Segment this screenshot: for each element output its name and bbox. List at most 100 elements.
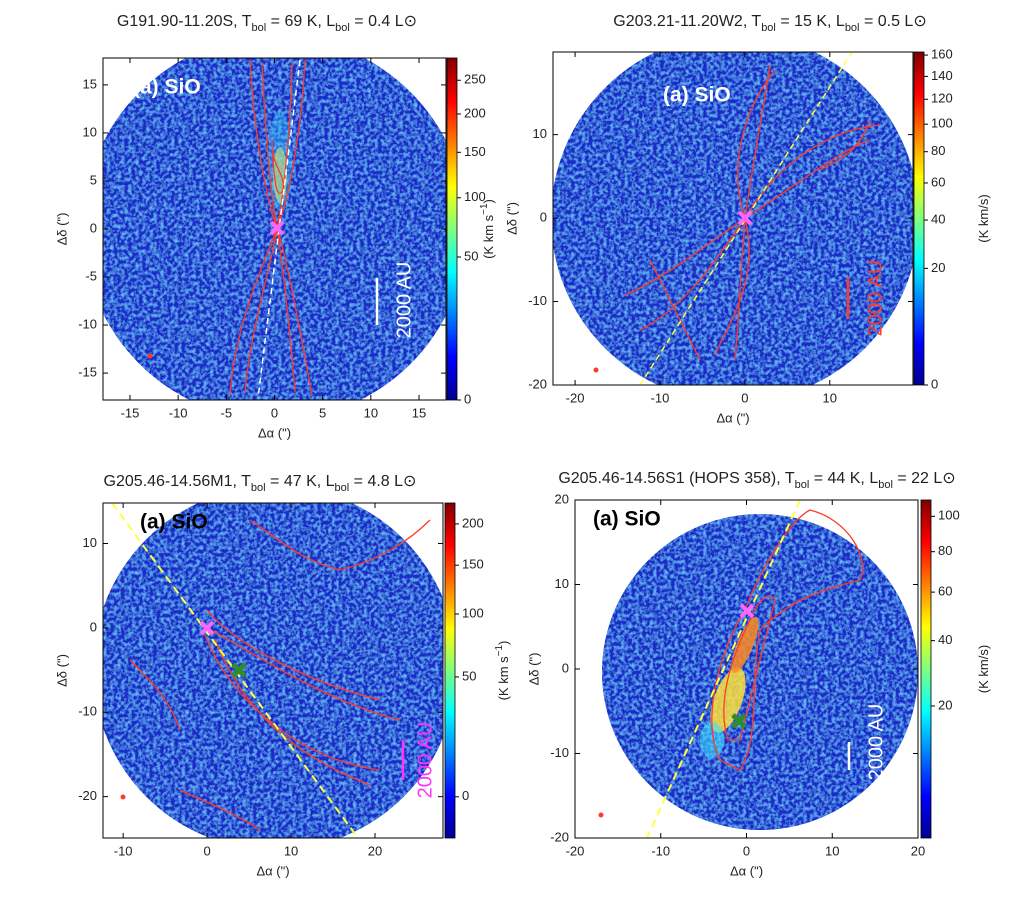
y-axis-label: Δδ (") (526, 653, 541, 686)
scale-bar-label: 2000 AU (393, 262, 415, 339)
colorbar-tick-label: 200 (464, 105, 486, 120)
title-part: G205.46-14.56M1, T (104, 473, 252, 490)
title-part: bol (251, 482, 266, 494)
colorbar-tick-label: 150 (462, 557, 484, 572)
x-tick-label: 5 (319, 405, 326, 420)
panel-title: G205.46-14.56M1, Tbol = 47 K, Lbol = 4.8… (104, 473, 417, 494)
y-tick-label: -20 (528, 376, 547, 391)
title-part: bol (335, 22, 350, 34)
colorbar (913, 51, 925, 386)
colorbar-tick-label: 250 (464, 72, 486, 87)
y-tick-label: 20 (555, 491, 569, 506)
colorbar-label: (K km/s) (976, 645, 991, 693)
panel-annotation: (a) SiO (140, 511, 208, 534)
scale-bar-label: 2000 AU (414, 722, 436, 799)
colorbar-label-part: −1 (479, 203, 490, 215)
y-axis-label: Δδ (") (54, 213, 69, 246)
x-tick-label: -20 (566, 843, 585, 858)
title-part: G203.21-11.20W2, T (613, 13, 761, 30)
colorbar-label-part: ) (496, 641, 511, 645)
title-part: bol (335, 482, 350, 494)
x-tick-label: -10 (651, 843, 670, 858)
colorbar-tick-label: 0 (462, 788, 469, 803)
y-tick-label: -20 (550, 829, 569, 844)
x-tick-label: 10 (825, 843, 839, 858)
title-part: = 15 K, L (776, 13, 845, 30)
x-tick-label: 10 (823, 390, 837, 405)
colorbar-tick-label: 50 (462, 668, 476, 683)
colorbar (446, 57, 458, 401)
y-tick-label: -10 (78, 704, 97, 719)
y-tick-label: 10 (83, 124, 97, 139)
colorbar-tick-label: 0 (931, 376, 938, 391)
map-panel-4 (598, 500, 918, 838)
title-part: bol (795, 479, 810, 491)
y-tick-label: 0 (562, 660, 569, 675)
map-panel-3 (103, 503, 443, 838)
panel-annotation: (a) SiO (133, 76, 201, 99)
y-tick-label: 10 (83, 535, 97, 550)
colorbar-label: (K km s−1) (494, 641, 511, 701)
colorbar-tick-label: 0 (464, 391, 471, 406)
colorbar-label-part: (K km/s) (976, 194, 991, 242)
x-tick-label: 0 (203, 843, 210, 858)
colorbar-tick-label: 200 (462, 515, 484, 530)
colorbar (444, 502, 456, 839)
y-tick-label: -20 (78, 788, 97, 803)
colorbar-tick-label: 100 (464, 189, 486, 204)
scale-bar-label: 2000 AU (864, 260, 886, 337)
y-tick-label: -10 (528, 293, 547, 308)
colorbar-tick-label: 160 (931, 47, 953, 62)
scale-bar-label: 2000 AU (865, 704, 887, 781)
title-part: = 44 K, L (809, 470, 878, 487)
y-tick-label: -10 (550, 745, 569, 760)
x-tick-label: -10 (169, 405, 188, 420)
colorbar-tick-label: 40 (938, 632, 952, 647)
panel-title: G191.90-11.20S, Tbol = 69 K, Lbol = 0.4 … (117, 13, 417, 34)
x-axis-label: Δα (") (258, 425, 291, 440)
y-tick-label: 0 (540, 210, 547, 225)
title-part: = 0.5 L⊙ (860, 13, 927, 30)
y-tick-label: 15 (83, 76, 97, 91)
y-tick-label: 10 (533, 126, 547, 141)
panel-annotation: (a) SiO (593, 508, 661, 531)
colorbar-label-part: (K km s (496, 656, 511, 701)
y-tick-label: 0 (90, 220, 97, 235)
title-part: = 22 L⊙ (893, 470, 956, 487)
title-part: = 4.8 L⊙ (349, 473, 416, 490)
x-axis-label: Δα (") (730, 863, 763, 878)
colorbar-tick-label: 60 (938, 584, 952, 599)
colorbar-label: (K km s−1) (479, 199, 496, 259)
colorbar-tick-label: 50 (464, 248, 478, 263)
panel-title: G203.21-11.20W2, Tbol = 15 K, Lbol = 0.5… (613, 13, 926, 34)
colorbar (920, 499, 932, 839)
y-tick-label: 10 (555, 576, 569, 591)
x-tick-label: 20 (911, 843, 925, 858)
x-tick-label: -20 (566, 390, 585, 405)
colorbar-tick-label: 120 (931, 91, 953, 106)
panel-title: G205.46-14.56S1 (HOPS 358), Tbol = 44 K,… (558, 470, 955, 491)
plot-frame (102, 502, 444, 839)
map-panel-2 (553, 52, 913, 385)
panel-annotation: (a) SiO (663, 84, 731, 107)
colorbar-label-part: (K km/s) (976, 645, 991, 693)
colorbar-tick-label: 100 (931, 116, 953, 131)
colorbar-tick-label: 60 (931, 174, 945, 189)
x-tick-label: -10 (651, 390, 670, 405)
title-part: = 69 K, L (266, 13, 335, 30)
title-part: bol (878, 479, 893, 491)
x-tick-label: -10 (114, 843, 133, 858)
colorbar-label: (K km/s) (976, 194, 991, 242)
title-part: bol (845, 22, 860, 34)
colorbar-tick-label: 20 (938, 697, 952, 712)
title-part: = 0.4 L⊙ (350, 13, 417, 30)
y-axis-label: Δδ (") (54, 654, 69, 687)
x-axis-label: Δα (") (256, 863, 289, 878)
x-tick-label: 0 (741, 390, 748, 405)
y-tick-label: 5 (90, 172, 97, 187)
x-tick-label: 15 (412, 405, 426, 420)
y-tick-label: -5 (85, 268, 97, 283)
title-part: G205.46-14.56S1 (HOPS 358), T (558, 470, 795, 487)
colorbar-tick-label: 80 (931, 143, 945, 158)
